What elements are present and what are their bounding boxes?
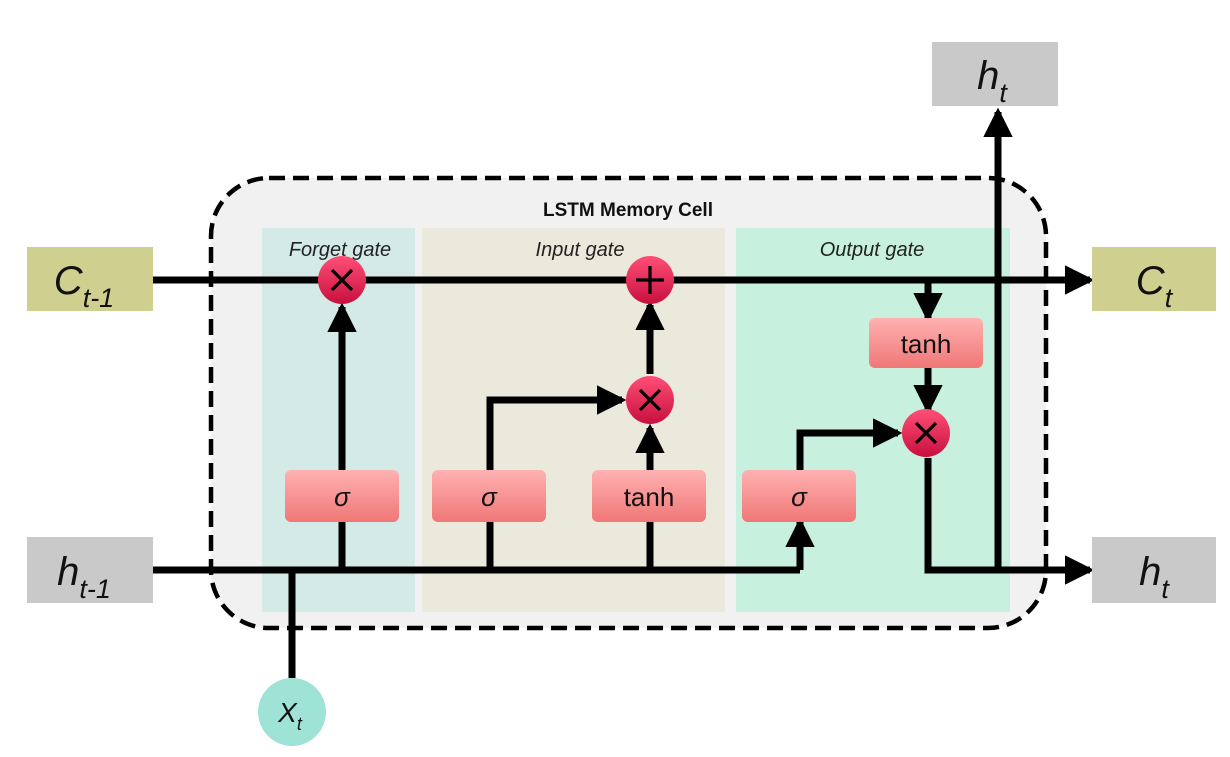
- c-next-box: Ct: [1092, 247, 1216, 313]
- forget-sigma-box: σ: [285, 470, 399, 522]
- x-input-node: Xt: [258, 678, 326, 746]
- tanh-label: tanh: [901, 329, 952, 359]
- input-multiply-node: [626, 376, 674, 424]
- input-gate-label: Input gate: [536, 239, 625, 261]
- output-sigma-box: σ: [742, 470, 856, 522]
- input-gate-panel: [422, 228, 725, 612]
- output-gate-panel: [736, 228, 1010, 612]
- h-prev-box: ht-1: [27, 537, 153, 604]
- output-gate-label: Output gate: [820, 239, 925, 261]
- output-multiply-node: [902, 409, 950, 457]
- input-tanh-box: tanh: [592, 470, 706, 522]
- input-add-node: [626, 256, 674, 304]
- sigma-label: σ: [791, 482, 808, 512]
- c-prev-box: Ct-1: [27, 247, 153, 313]
- sigma-label: σ: [481, 482, 498, 512]
- tanh-label: tanh: [624, 482, 675, 512]
- sigma-label: σ: [334, 482, 351, 512]
- h-next-box: ht: [1092, 537, 1216, 604]
- input-sigma-box: σ: [432, 470, 546, 522]
- cell-title: LSTM Memory Cell: [543, 200, 713, 221]
- forget-multiply-node: [318, 256, 366, 304]
- output-tanh-box: tanh: [869, 318, 983, 368]
- h-top-box: ht: [932, 42, 1058, 108]
